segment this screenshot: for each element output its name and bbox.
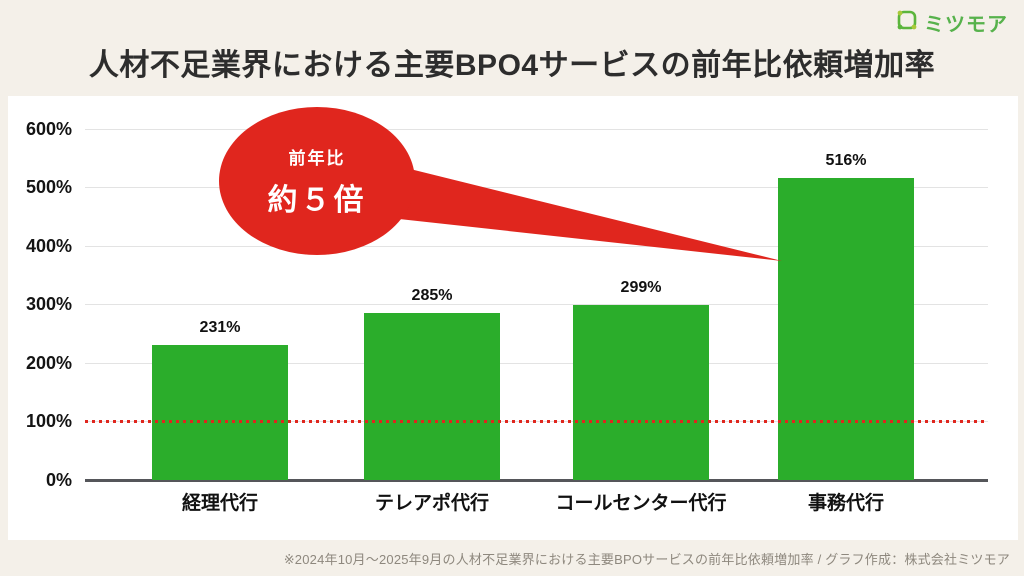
bar-value-label: 231% [199, 318, 241, 336]
page-title: 人材不足業界における主要BPO4サービスの前年比依頼増加率 [88, 49, 936, 82]
source-note: ※2024年10月〜2025年9月の人材不足業界における主要BPOサービスの前年… [283, 552, 1010, 567]
y-axis-tick-500: 500% [25, 177, 72, 198]
x-axis-label-テレアポ代行: テレアポ代行 [374, 493, 490, 514]
gridline-600 [85, 128, 988, 130]
gridline-300 [85, 304, 988, 306]
x-axis-label-事務代行: 事務代行 [807, 493, 885, 514]
bar-value-label: 299% [620, 278, 662, 296]
callout-bubble: 前年比 約５倍 [219, 107, 415, 255]
y-axis-tick-300: 300% [25, 294, 72, 315]
y-axis-tick-600: 600% [25, 118, 72, 139]
bar-value-label: 516% [825, 151, 867, 169]
bar-value-label: 285% [411, 287, 453, 305]
bar-経理代行: 231% [152, 319, 288, 480]
mitsumoa-logo: ミツモア [895, 8, 1008, 37]
mitsumoa-logo-text: ミツモア [924, 14, 1008, 36]
bar-テレアポ代行: 285% [364, 287, 500, 480]
bar-コールセンター代行: 299% [573, 279, 709, 480]
bar-事務代行: 516% [778, 152, 914, 480]
y-axis-tick-0: 0% [45, 470, 72, 490]
mitsumoa-frame-icon [895, 8, 919, 37]
x-axis-label-経理代行: 経理代行 [181, 493, 259, 514]
chart-panel: 0% 100% 200% 300% 400% 500% 600% 231% 285% 299% 51… [8, 96, 1018, 540]
y-axis-tick-400: 400% [25, 235, 72, 256]
gridline-200 [85, 362, 988, 364]
y-axis-tick-200: 200% [25, 352, 72, 373]
callout-label: 前年比 [288, 148, 346, 168]
x-axis-line [85, 479, 988, 482]
y-axis-tick-100: 100% [25, 411, 72, 432]
callout-value: 約５倍 [267, 183, 367, 217]
x-axis-label-コールセンター代行: コールセンター代行 [555, 493, 727, 514]
reference-line-100pct [85, 420, 988, 424]
